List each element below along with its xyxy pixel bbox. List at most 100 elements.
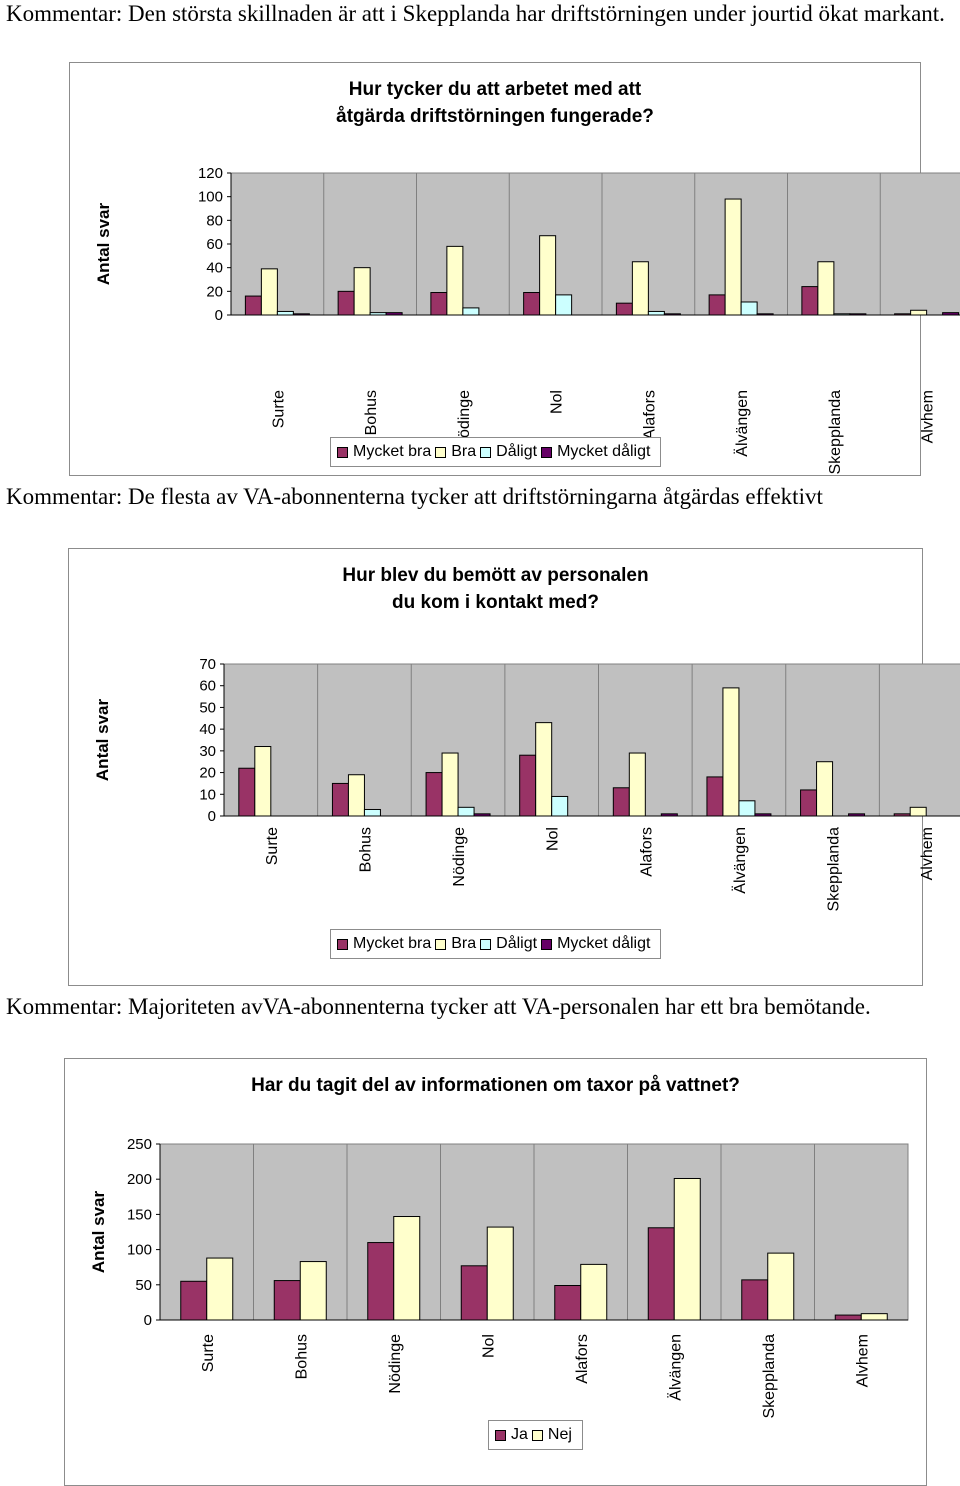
bar-daligt-bohus (369, 312, 387, 316)
x-tick-label: Skepplanda (826, 827, 843, 912)
bar-mycket-daligt-alafors (663, 313, 681, 316)
legend-item: Dåligt (480, 935, 537, 953)
bar-daligt-nol (555, 294, 573, 316)
legend-swatch (531, 1429, 543, 1441)
bar-mycket-bra-surte (244, 295, 262, 316)
y-tick-label: 70 (199, 656, 216, 673)
bar-daligt-nodinge (457, 806, 475, 817)
legend-swatch (495, 1429, 506, 1441)
y-tick-label: 50 (199, 699, 216, 716)
bar-bra-skepplanda (817, 261, 835, 316)
bar-mycket-daligt-alvhem (942, 312, 960, 316)
legend-label: Mycket bra (353, 443, 432, 460)
chart-title: du kom i kontakt med? (392, 592, 599, 613)
legend-item: Nej (531, 1426, 572, 1444)
bar-bra-alvangen (722, 687, 740, 817)
bar-bra-surte (260, 268, 278, 316)
bar-bra-bohus (347, 774, 365, 817)
x-tick-label: Skepplanda (827, 390, 844, 475)
chart-title: Hur blev du bemött av personalen (342, 565, 649, 586)
y-tick-label: 40 (206, 260, 223, 277)
x-tick-label: Nol (480, 1334, 497, 1358)
x-tick-label: Alafors (574, 1334, 591, 1384)
y-axis-label: Antal svar (93, 699, 112, 782)
bar-bra-surte (254, 746, 272, 817)
comment-2: Kommentar: De flesta av VA-abonnenterna … (6, 484, 823, 509)
bar-daligt-surte (276, 310, 294, 316)
bar-mycket-bra-bohus (337, 290, 355, 316)
legend-label: Ja (511, 1426, 528, 1443)
x-tick-label: Alvhem (854, 1334, 871, 1387)
y-tick-label: 100 (198, 189, 223, 206)
x-tick-label: Surte (264, 827, 281, 865)
legend-swatch (337, 938, 348, 950)
legend-item: Mycket dåligt (541, 443, 650, 461)
x-tick-label: Alafors (641, 390, 658, 440)
bar-bra-alvhem (910, 309, 928, 316)
bar-mycket-bra-skepplanda (800, 789, 818, 817)
x-tick-label: Nödinge (456, 390, 473, 450)
legend: Mycket bra Bra Dåligt Mycket dåligt (330, 437, 662, 467)
bar-mycket-daligt-skepplanda (848, 813, 866, 817)
legend-label: Bra (451, 443, 477, 460)
bar-daligt-alvangen (740, 301, 758, 316)
x-tick-label: Älvängen (731, 827, 749, 894)
x-tick-label: Bohus (357, 827, 374, 872)
y-tick-label: 40 (199, 721, 216, 738)
bar-bra-nol (539, 235, 557, 316)
legend-swatch (541, 938, 553, 950)
bar-mycket-bra-bohus (331, 782, 349, 817)
bar-ja-nodinge (367, 1242, 395, 1321)
y-tick-label: 100 (127, 1242, 152, 1259)
x-tick-label: Skepplanda (761, 1334, 778, 1419)
legend-swatch (435, 938, 447, 950)
x-tick-label: Nödinge (451, 827, 468, 887)
bar-mycket-bra-alafors (615, 302, 633, 316)
chart-plot: 0 50 100 150 200 250 Antal svar Surte Bohus Nödin… (89, 1136, 909, 1419)
y-tick-label: 250 (127, 1136, 152, 1153)
bar-ja-skepplanda (741, 1279, 769, 1321)
x-tick-label: Nol (549, 390, 566, 414)
bar-mycket-daligt-nodinge (473, 813, 491, 817)
legend-item: Mycket bra (337, 935, 431, 953)
legend-swatch (541, 446, 553, 458)
legend-label: Mycket dåligt (557, 935, 651, 952)
x-tick-label: Bohus (293, 1334, 310, 1379)
bar-nej-nol (486, 1226, 514, 1321)
y-tick-label: 150 (127, 1206, 152, 1223)
bar-ja-alafors (554, 1285, 582, 1321)
legend-swatch (337, 446, 348, 458)
chart-title: åtgärda driftstörningen fungerade? (336, 106, 654, 127)
chart-plot: 0 20 40 60 80 100 120 Antal svar Surte Bohus Nödin… (94, 165, 960, 475)
x-tick-label: Bohus (363, 390, 380, 435)
legend: Mycket bra Bra Dåligt Mycket dåligt (330, 929, 662, 959)
bar-bra-alvangen (724, 198, 742, 316)
bar-mycket-bra-nol (523, 292, 541, 316)
bar-mycket-bra-alvhem (894, 313, 912, 316)
chart-title: Hur tycker du att arbetet med att (348, 79, 642, 100)
bar-ja-surte (180, 1280, 208, 1321)
bar-mycket-daligt-surte (292, 313, 310, 316)
y-tick-label: 10 (199, 786, 216, 803)
bar-daligt-skepplanda (833, 313, 851, 316)
legend-label: Dåligt (496, 443, 538, 460)
y-tick-label: 200 (127, 1171, 152, 1188)
bar-mycket-bra-skepplanda (801, 286, 819, 316)
x-tick-label: Alafors (638, 827, 655, 877)
legend-label: Mycket dåligt (557, 443, 651, 460)
y-tick-label: 80 (206, 212, 223, 229)
comment-1: Kommentar: Den största skillnaden är att… (6, 1, 945, 26)
legend-item: Ja (495, 1426, 528, 1444)
bar-bra-bohus (353, 267, 371, 316)
x-tick-label: Alvhem (920, 390, 937, 443)
legend-item: Bra (435, 443, 476, 461)
bar-mycket-bra-alafors (612, 787, 630, 817)
bar-mycket-bra-nol (519, 754, 537, 817)
legend-swatch (480, 446, 492, 458)
y-tick-label: 0 (215, 307, 223, 324)
bar-bra-nodinge (446, 245, 464, 316)
chart-driftstorning: Hur tycker du att arbetet med att åtgärda… (69, 62, 960, 476)
bar-bra-nol (535, 722, 553, 817)
y-tick-label: 50 (135, 1277, 152, 1294)
x-tick-label: Alvhem (919, 827, 936, 880)
